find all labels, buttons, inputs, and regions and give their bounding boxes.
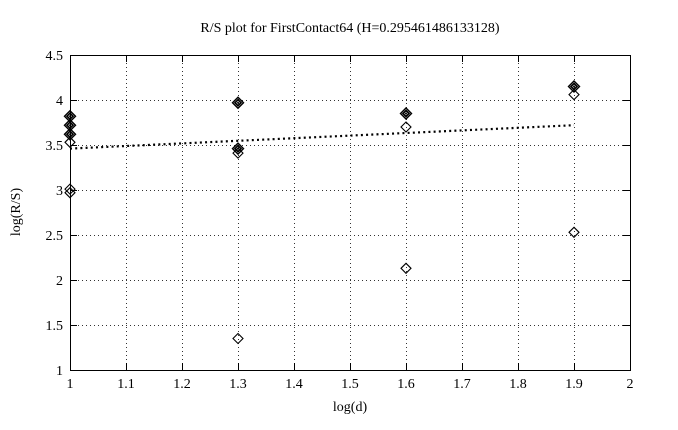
data-point-diamond [232,332,244,345]
data-point-diamond-bold [231,142,245,156]
x-tick-label: 1.5 [341,377,359,392]
data-point-diamond-bold [63,127,77,141]
data-point-diamond [400,262,412,275]
data-point-diamond-bold-inner [401,109,411,118]
data-point-diamond [64,183,76,195]
data-point-diamond [568,226,580,239]
y-tick-label: 1.5 [46,319,64,334]
data-point-diamond [232,147,244,159]
regression-line [69,124,575,150]
x-tick-label: 2 [627,377,634,392]
chart-title: R/S plot for FirstContact64 (H=0.2954614… [200,21,500,36]
data-point-diamond [64,186,76,199]
y-tick-label: 2.5 [46,229,64,244]
y-tick-label: 4.5 [46,49,64,64]
data-point-diamond-bold-core [68,124,72,127]
y-tick-label: 3 [56,184,63,199]
x-tick-label: 1 [67,377,74,392]
x-tick-label: 1.9 [565,377,583,392]
x-tick-label: 1.1 [117,377,135,392]
x-tick-label: 1.7 [453,377,471,392]
data-point-diamond-bold [231,96,245,110]
data-point-diamond-bold-core [572,85,576,88]
data-point-diamond-bold-core [404,112,408,115]
data-point-diamond [64,136,76,149]
x-tick-label: 1.2 [173,377,191,392]
data-point-diamond-bold-core [236,101,240,104]
data-point-diamond-bold [567,80,581,93]
data-point-diamond-bold-inner [233,98,243,107]
y-tick-label: 4 [56,94,63,109]
y-tick-label: 3.5 [46,139,64,154]
data-point-diamond-bold [399,107,413,120]
x-tick-label: 1.6 [397,377,415,392]
y-tick-label: 1 [56,364,63,379]
x-tick-label: 1.8 [509,377,527,392]
x-tick-label: 1.4 [285,377,303,392]
data-point-diamond [568,88,580,101]
data-point-diamond-bold-core [68,133,72,136]
data-point-diamond-bold-inner [233,144,243,153]
data-point-diamond-bold-core [68,115,72,118]
x-axis-label: log(d) [332,400,368,415]
y-tick-label: 2 [56,274,63,289]
x-tick-label: 1.3 [229,377,247,392]
data-point-diamond [400,121,412,133]
